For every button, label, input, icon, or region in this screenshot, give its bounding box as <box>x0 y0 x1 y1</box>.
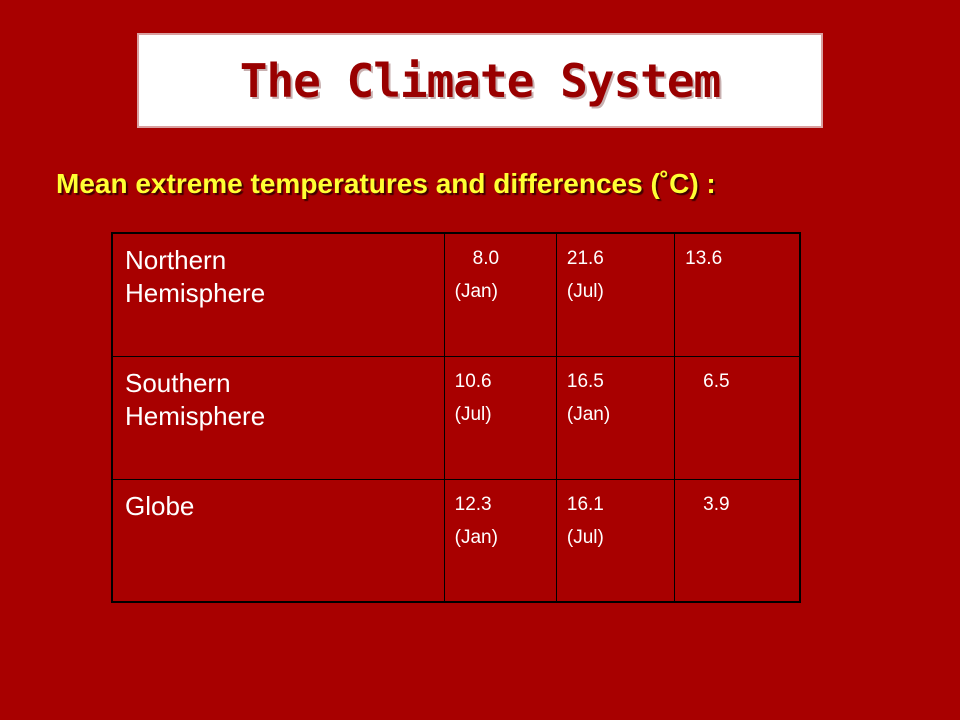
row-label: Hemisphere <box>125 278 266 308</box>
max-month: (Jan) <box>566 403 611 425</box>
max-cell: 16.5 (Jan) <box>555 355 676 480</box>
max-cell: 21.6 (Jul) <box>555 232 676 357</box>
diff-value: 13.6 <box>685 248 723 269</box>
row-label-cell: Southern Hemisphere <box>111 355 445 480</box>
row-label-cell: Northern Hemisphere <box>111 232 445 357</box>
slide-title: The Climate System <box>239 53 721 108</box>
min-cell: 12.3 (Jan) <box>443 478 557 603</box>
row-label: Northern <box>125 245 227 275</box>
row-label-cell: Globe <box>111 478 445 603</box>
row-label: Southern <box>125 367 231 398</box>
max-cell: 16.1 (Jul) <box>555 478 676 603</box>
diff-value: 6.5 <box>703 370 730 392</box>
max-month: (Jul) <box>566 281 604 302</box>
min-cell: 10.6 (Jul) <box>443 355 557 480</box>
min-value: 12.3 <box>454 493 492 515</box>
min-cell: 8.0 (Jan) <box>443 232 557 357</box>
max-value: 16.1 <box>566 493 604 515</box>
title-box: The Climate System <box>137 33 823 128</box>
max-value: 21.6 <box>566 248 604 269</box>
diff-cell: 6.5 <box>674 355 801 480</box>
min-month: (Jul) <box>454 403 492 425</box>
slide-subtitle: Mean extreme temperatures and difference… <box>56 168 716 199</box>
table-row: Northern Hemisphere 8.0 (Jan) 21.6 (Jul)… <box>111 232 801 357</box>
temperature-table: Northern Hemisphere 8.0 (Jan) 21.6 (Jul)… <box>111 232 801 603</box>
max-month: (Jul) <box>566 526 604 548</box>
diff-cell: 13.6 <box>674 232 801 357</box>
min-value: 10.6 <box>454 370 492 392</box>
min-month: (Jan) <box>454 526 498 548</box>
table-row: Globe 12.3 (Jan) 16.1 (Jul) 3.9 <box>111 478 801 603</box>
diff-value: 3.9 <box>703 493 730 515</box>
diff-cell: 3.9 <box>674 478 801 603</box>
min-month: (Jan) <box>454 281 498 302</box>
row-label: Globe <box>125 490 195 521</box>
table-row: Southern Hemisphere 10.6 (Jul) 16.5 (Jan… <box>111 355 801 480</box>
max-value: 16.5 <box>566 370 604 392</box>
min-value: 8.0 <box>472 248 500 269</box>
row-label: Hemisphere <box>125 400 266 431</box>
